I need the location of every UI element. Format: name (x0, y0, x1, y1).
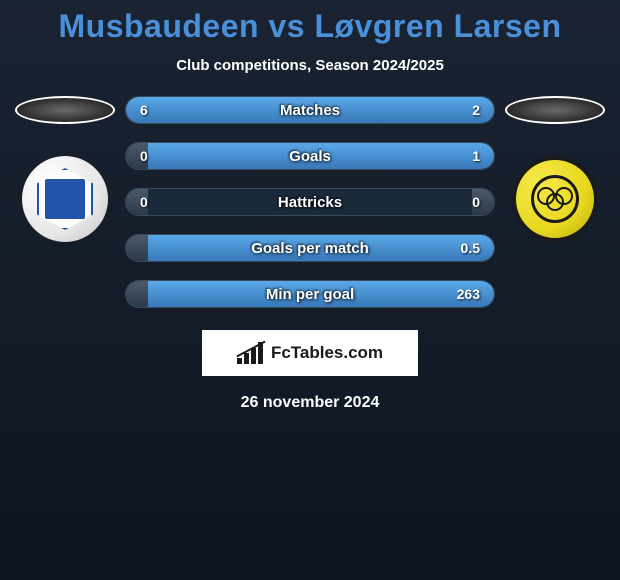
stat-row: 0.5 Goals per match (125, 234, 495, 262)
stat-row: 6 2 Matches (125, 96, 495, 124)
stat-value-left: 0 (140, 148, 148, 164)
stat-value-right: 2 (472, 102, 480, 118)
fctables-logo[interactable]: FcTables.com (202, 330, 418, 376)
bar-left (126, 235, 148, 261)
right-column (505, 96, 605, 242)
stat-row: 263 Min per goal (125, 280, 495, 308)
date-text: 26 november 2024 (241, 394, 380, 412)
bar-left (126, 281, 148, 307)
stat-label: Matches (280, 102, 340, 119)
bar-right (402, 97, 494, 123)
main-content: 6 2 Matches 0 1 Goals 0 0 Hattricks 0.5 Goals per … (0, 96, 620, 308)
stat-value-left: 0 (140, 194, 148, 210)
stat-value-right: 1 (472, 148, 480, 164)
stats-column: 6 2 Matches 0 1 Goals 0 0 Hattricks 0.5 Goals per … (125, 96, 495, 308)
right-club-badge[interactable] (512, 156, 598, 242)
subtitle: Club competitions, Season 2024/2025 (176, 57, 444, 74)
left-club-badge[interactable] (22, 156, 108, 242)
bar-left (126, 97, 402, 123)
logo-text: FcTables.com (271, 343, 383, 363)
chart-icon (237, 342, 265, 364)
stat-row: 0 0 Hattricks (125, 188, 495, 216)
stat-row: 0 1 Goals (125, 142, 495, 170)
stat-label: Goals per match (251, 240, 369, 257)
stat-label: Min per goal (266, 286, 354, 303)
footer: FcTables.com 26 november 2024 (202, 330, 418, 412)
stat-value-left: 6 (140, 102, 148, 118)
stat-label: Hattricks (278, 194, 342, 211)
right-player-shadow (505, 96, 605, 124)
left-player-shadow (15, 96, 115, 124)
left-column (15, 96, 115, 242)
stat-value-right: 0.5 (461, 240, 480, 256)
stat-value-right: 263 (457, 286, 480, 302)
page-title: Musbaudeen vs Løvgren Larsen (58, 8, 561, 45)
rings-icon (531, 175, 579, 223)
stat-label: Goals (289, 148, 331, 165)
shield-icon (37, 168, 93, 230)
stat-value-right: 0 (472, 194, 480, 210)
